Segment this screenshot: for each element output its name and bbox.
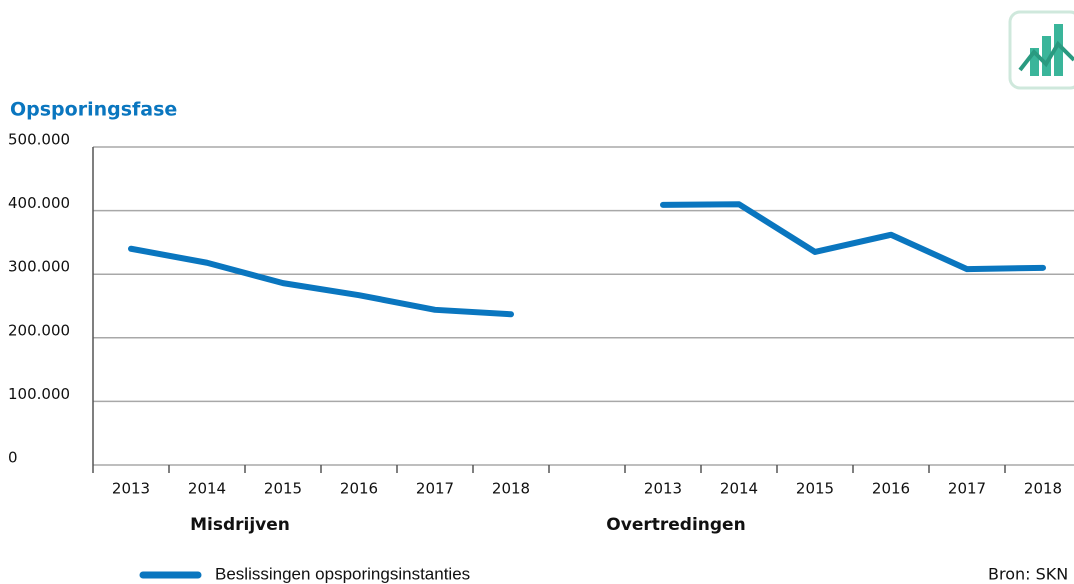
- source-note: Bron: SKN: [988, 565, 1068, 584]
- x-tick-label: 2018: [492, 480, 530, 498]
- y-tick-label: 300.000: [8, 258, 70, 276]
- x-tick-label: 2015: [264, 480, 302, 498]
- data-line: [128, 201, 1046, 318]
- y-tick-label: 0: [8, 449, 18, 467]
- x-tick-label: 2017: [948, 480, 986, 498]
- x-tick-label: 2018: [1024, 480, 1062, 498]
- y-tick-label: 400.000: [8, 194, 70, 212]
- y-tick-label: 100.000: [8, 385, 70, 403]
- group-label: Overtredingen: [606, 515, 745, 535]
- chart-icon: [1008, 10, 1074, 90]
- x-tick-label: 2013: [644, 480, 682, 498]
- x-tick-label: 2017: [416, 480, 454, 498]
- x-tick-label: 2013: [112, 480, 150, 498]
- x-tick-label: 2016: [872, 480, 910, 498]
- y-tick-label: 200.000: [8, 321, 70, 339]
- x-tick-label: 2015: [796, 480, 834, 498]
- x-tick-label: 2014: [720, 480, 758, 498]
- legend-label: Beslissingen opsporingsinstanties: [215, 564, 470, 583]
- chart-title: Opsporingsfase: [10, 99, 177, 121]
- x-tick-label: 2014: [188, 480, 226, 498]
- group-label: Misdrijven: [190, 515, 290, 535]
- x-tick-label: 2016: [340, 480, 378, 498]
- y-tick-label: 500.000: [8, 131, 70, 149]
